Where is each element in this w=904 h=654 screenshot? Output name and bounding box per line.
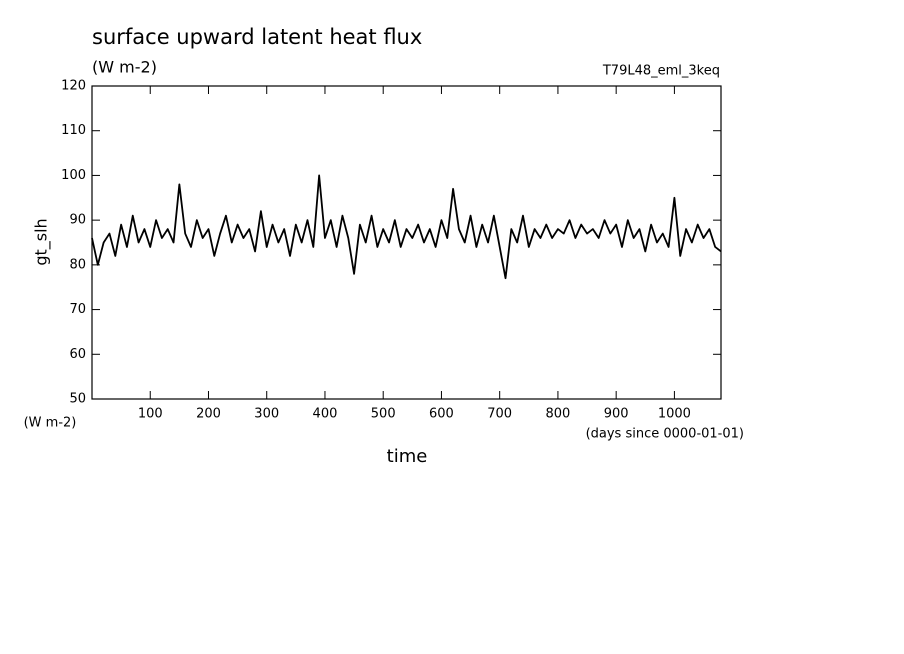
chart-subtitle: (W m-2) [92, 58, 157, 77]
plot-frame [91, 85, 722, 400]
x-tick-label: 400 [313, 407, 338, 422]
y-tick-label: 120 [61, 79, 86, 94]
x-tick-label: 500 [371, 407, 396, 422]
y-tick-label: 100 [61, 168, 86, 183]
y-axis-label: gt_slh [32, 218, 52, 265]
y-units: (W m-2) [24, 416, 77, 431]
y-tick-label: 80 [69, 257, 86, 272]
y-tick-label: 60 [69, 347, 86, 362]
x-tick-label: 200 [196, 407, 221, 422]
x-tick-label: 600 [429, 407, 454, 422]
x-tick-label: 700 [487, 407, 512, 422]
x-axis-label: time [387, 446, 428, 467]
x-tick-label: 300 [254, 407, 279, 422]
run-name: T79L48_eml_3keq [602, 64, 720, 79]
y-tick-label: 50 [69, 392, 86, 407]
x-tick-label: 100 [138, 407, 163, 422]
y-tick-label: 70 [69, 302, 86, 317]
x-units: (days since 0000-01-01) [586, 427, 744, 442]
x-tick-label: 900 [604, 407, 629, 422]
x-tick-label: 1000 [658, 407, 691, 422]
y-tick-label: 110 [61, 123, 86, 138]
x-tick-label: 800 [546, 407, 571, 422]
y-tick-label: 90 [69, 213, 86, 228]
chart-title: surface upward latent heat flux [92, 25, 422, 49]
data-line [91, 174, 722, 280]
